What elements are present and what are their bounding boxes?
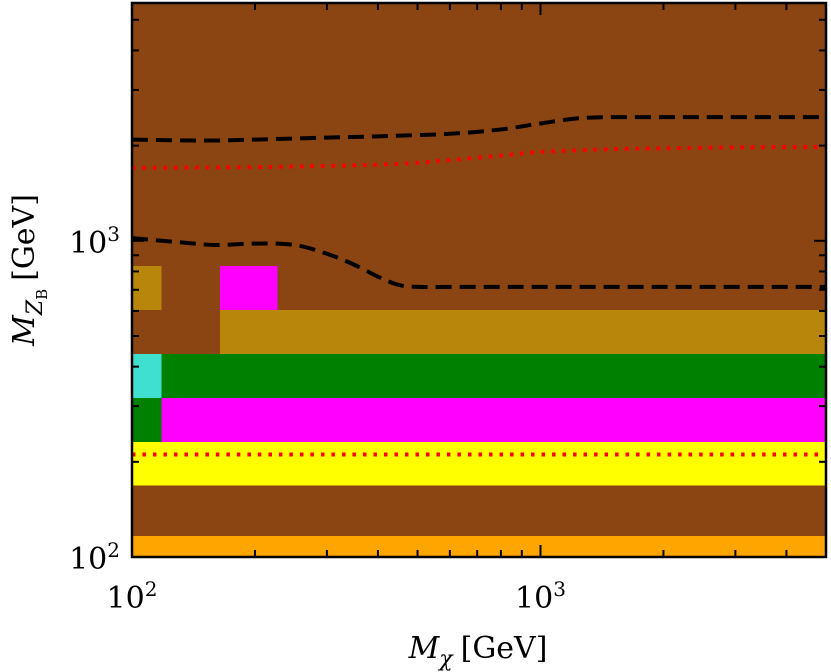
heatmap-cell-10 [161,265,221,311]
y-tick-label-1000: 103 [69,222,120,261]
y-axis-subscript: Z [23,299,48,316]
y-tick-exp: 2 [107,538,120,562]
axis-ticks [131,3,827,558]
x-axis-title: Mχ [GeV] [408,631,548,672]
contour-lines [131,115,827,457]
y-axis-subsubscript: B [33,289,51,300]
plot-frame [130,1,828,559]
x-axis-subscript: χ [437,647,454,672]
heatmap-cell-9 [132,265,162,311]
heatmap-cell-3 [132,397,162,442]
heatmap-cell-5 [132,353,162,399]
dashed-contour-1 [131,236,826,290]
y-axis-symbol: M [7,314,42,347]
x-tick-exp: 2 [145,577,158,601]
plot-area [132,3,827,558]
y-tick-exp: 3 [107,222,120,246]
heatmap-cell-12 [277,265,827,311]
heatmap-cell-7 [132,309,221,355]
heatmap-cell-13 [132,3,827,267]
y-axis-unit: [GeV] [7,194,42,281]
y-tick-base: 10 [69,542,107,577]
heatmap-cell-0 [132,535,827,558]
heatmap-cell-1 [132,484,827,536]
heatmap-cell-2 [132,441,827,486]
heatmap-cell-8 [219,309,827,355]
heatmap-cell-4 [161,397,827,442]
y-tick-label-100: 102 [69,538,120,577]
dotted-contour-2 [131,144,827,170]
x-tick-label-1000: 103 [515,577,566,616]
x-tick-base: 10 [515,581,553,616]
x-tick-label-100: 102 [107,577,158,616]
x-axis-symbol: M [408,631,441,666]
x-tick-exp: 3 [553,577,566,601]
dashed-contour-0 [131,115,826,143]
y-tick-base: 10 [69,226,107,261]
x-axis-unit: [GeV] [461,631,548,666]
x-tick-base: 10 [107,581,145,616]
heatmap-cell-6 [161,353,827,399]
y-axis-title: MZB [GeV] [7,194,51,347]
heatmap-cell-11 [219,265,278,311]
